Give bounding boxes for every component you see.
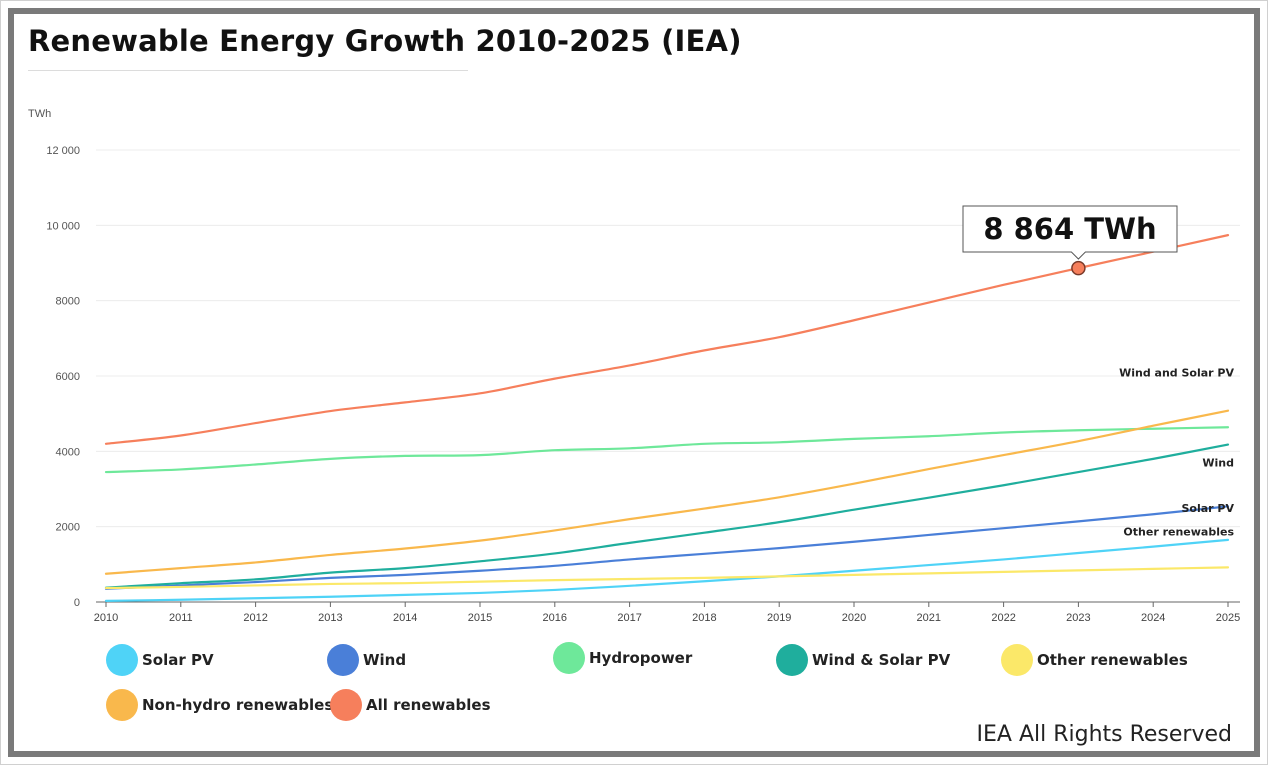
callout-value: 8 864 TWh — [983, 212, 1156, 246]
x-tick-label: 2017 — [617, 612, 641, 624]
x-tick-label: 2013 — [318, 612, 342, 624]
series-line-all — [104, 234, 1230, 445]
x-tick-label: 2022 — [991, 612, 1015, 624]
chart-panel — [8, 8, 1260, 757]
x-tick-label: 2023 — [1066, 612, 1090, 624]
y-tick-label: 0 — [74, 597, 80, 609]
y-axis-ticks: 0 2000 4000 6000 8000 10 000 12 000 — [46, 145, 80, 609]
series-label-windsolar: Wind and Solar PV — [1119, 367, 1234, 380]
x-tick-label: 2021 — [917, 612, 941, 624]
series-line-wind — [104, 505, 1230, 590]
y-tick-label: 10 000 — [46, 220, 80, 232]
x-tick-label: 2024 — [1141, 612, 1165, 624]
y-tick-label: 2000 — [56, 522, 80, 534]
x-tick-label: 2025 — [1216, 612, 1240, 624]
y-tick-label: 12 000 — [46, 145, 80, 157]
value-callout: 8 864 TWh — [962, 205, 1178, 276]
x-tick-label: 2018 — [692, 612, 716, 624]
copyright-footer: IEA All Rights Reserved — [976, 722, 1232, 747]
x-tick-label: 2012 — [243, 612, 267, 624]
x-tick-label: 2015 — [468, 612, 492, 624]
y-tick-label: 8000 — [56, 296, 80, 308]
series-label-wind: Wind — [1202, 456, 1234, 469]
gridlines — [96, 149, 1240, 528]
x-tick-label: 2016 — [543, 612, 567, 624]
x-tick-label: 2010 — [94, 612, 118, 624]
y-tick-label: 4000 — [56, 446, 80, 458]
y-tick-label: 6000 — [56, 371, 80, 383]
chart-title: Renewable Energy Growth 2010-2025 (IEA) — [28, 24, 742, 58]
callout-box — [962, 205, 1178, 260]
series-label-other: Other renewables — [1123, 525, 1234, 538]
series-line-solar — [104, 538, 1230, 602]
x-tick-label: 2014 — [393, 612, 417, 624]
x-tick-label: 2019 — [767, 612, 791, 624]
series-line-nonhydro — [104, 409, 1230, 575]
y-axis-unit-label: TWh — [28, 108, 52, 120]
series-end-labels: Wind and Solar PV Wind Solar PV Other renew… — [1119, 367, 1234, 539]
series-line-windsolar — [104, 443, 1230, 589]
x-tick-label: 2011 — [169, 612, 193, 624]
x-tick-label: 2020 — [842, 612, 866, 624]
series-line-hydro — [104, 426, 1230, 474]
series-lines — [104, 234, 1230, 602]
title-divider — [28, 70, 468, 71]
highlight-point — [1071, 260, 1086, 276]
series-line-other — [104, 566, 1230, 590]
series-label-solar: Solar PV — [1181, 502, 1234, 515]
x-axis: 2010 2011 2012 2013 2014 2015 2016 2017 2018 2019… — [94, 601, 1240, 624]
